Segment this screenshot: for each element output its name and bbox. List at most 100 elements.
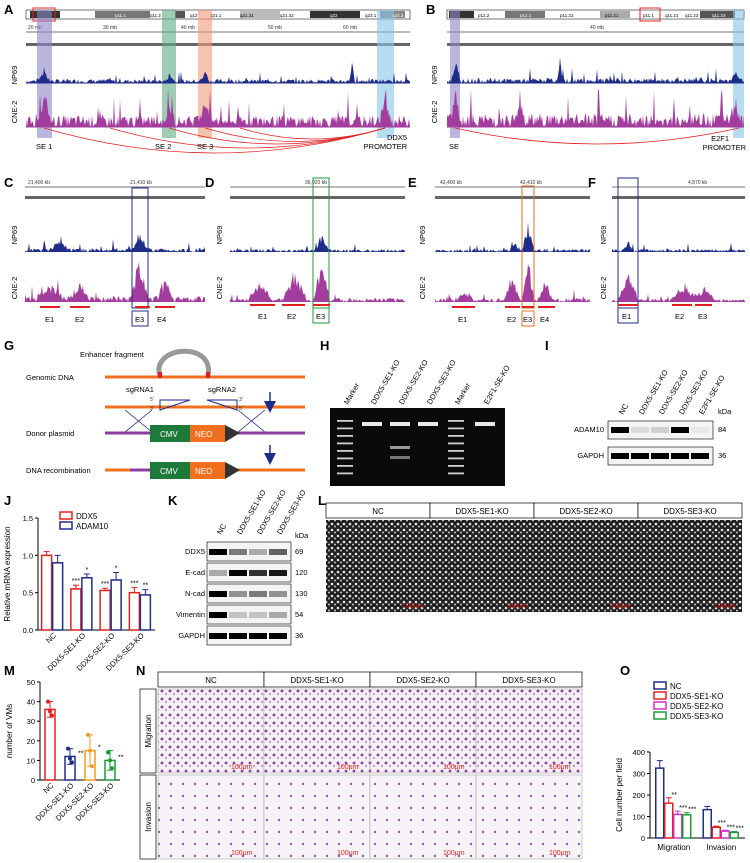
svg-text:p12.2: p12.2 — [478, 13, 490, 18]
blot-band — [229, 591, 247, 597]
data-point — [68, 756, 72, 761]
image-row-cell — [139, 688, 157, 774]
panel-l: L NC 100μm DDX5-SE1-KO 100μm DDX5-SE2-KO 100μ… — [318, 493, 743, 612]
region-label-se3: SE 3 — [197, 142, 213, 151]
svg-text:42,410 kb: 42,410 kb — [520, 180, 542, 186]
blot-lane-label: NC — [617, 402, 631, 416]
image-header-label: DDX5-SE3-KO — [663, 507, 716, 516]
agarose-gel — [330, 408, 505, 486]
gel-band — [362, 422, 382, 426]
svg-text:E2: E2 — [507, 315, 516, 324]
significance-mark: * — [86, 567, 89, 574]
scale-bar-label: 100μm — [337, 850, 359, 857]
svg-text:E1: E1 — [45, 315, 54, 324]
track-label-cne2-b: CNE-2 — [430, 101, 439, 124]
transwell-image — [263, 774, 371, 860]
image-header-label: DDX5-SE1-KO — [290, 676, 343, 685]
panel-f: F 4,870 kb NP69 CNE-2 E1 E2 E3 — [588, 175, 745, 324]
region-label-se-b: SE — [449, 142, 459, 151]
track-np69-signal-d — [230, 235, 405, 252]
svg-text:E1: E1 — [622, 312, 631, 321]
legend-label: DDX5 — [76, 512, 98, 521]
x-tick-label: Invasion — [706, 843, 736, 852]
label-sgrna1: sgRNA1 — [126, 385, 154, 394]
svg-text:5': 5' — [150, 397, 154, 403]
track-label-np69-b: NP69 — [430, 66, 439, 85]
panel-j: J 0.0 0.5 1.0 1.5 Relative mRNA expression NC… — [3, 493, 155, 673]
legend-swatch — [59, 511, 73, 520]
scale-bar-label: 100μm — [443, 764, 465, 771]
significance-mark: *** — [727, 824, 735, 831]
image-row-label: Invasion — [144, 802, 153, 832]
panel-a: A p11.2 p11.1 q11.2 q12 q21.1 q21.31 q21… — [4, 2, 411, 154]
panel-label-h: H — [320, 338, 329, 353]
bar — [128, 591, 141, 631]
blot-band — [249, 591, 267, 597]
image-header-label: DDX5-SE3-KO — [502, 676, 555, 685]
image-header-label: DDX5-SE1-KO — [455, 507, 508, 516]
data-point — [50, 713, 54, 718]
image-header-label: DDX5-SE2-KO — [396, 676, 449, 685]
svg-text:36,920 kb: 36,920 kb — [305, 180, 327, 186]
gel-bands — [337, 420, 495, 475]
transwell-image — [369, 774, 477, 860]
legend-label: ADAM10 — [76, 522, 109, 531]
marker-band — [448, 457, 464, 460]
bar — [51, 562, 64, 631]
panel-label-l: L — [318, 493, 326, 508]
image-row-label: Migration — [144, 715, 153, 748]
legend-label: DDX5-SE2-KO — [670, 702, 723, 711]
image-header-cell — [637, 502, 743, 519]
significance-mark: ** — [118, 754, 124, 761]
panel-i: I NC DDX5-SE1-KODDX5-SE2-KODDX5-SE3-KOE2F… — [545, 338, 732, 466]
promoter-label-e2f1-2: PROMOTER — [703, 143, 747, 152]
blot-row-kda: 130 — [295, 589, 308, 598]
svg-text:20 mb: 20 mb — [28, 25, 42, 31]
bar — [655, 767, 665, 839]
svg-text:q11.2: q11.2 — [150, 13, 161, 18]
scale-bar-label: 100μm — [231, 764, 253, 771]
region-label-se1: SE 1 — [36, 142, 52, 151]
vm-image-grid: NC 100μm DDX5-SE1-KO 100μm DDX5-SE2-KO 100μm D… — [325, 502, 743, 612]
vm-image — [534, 520, 638, 612]
data-point — [88, 748, 92, 753]
vm-image — [638, 520, 742, 612]
svg-text:q21.31: q21.31 — [240, 13, 254, 18]
scale-bar-label: 100μm — [610, 603, 632, 610]
significance-mark: *** — [72, 578, 80, 585]
cut-end-right — [206, 399, 238, 411]
svg-text:5': 5' — [239, 406, 243, 412]
x-tick-label: NC — [41, 781, 55, 795]
blot-band — [651, 427, 669, 433]
panel-d: D 36,920 kb NP69 CNE-2 E1 E2 E3 — [205, 175, 405, 324]
significance-mark: ** — [143, 583, 149, 590]
element-labels-c: E1 E2 E3 E4 — [45, 315, 166, 324]
track-cne2-signal-f — [612, 274, 745, 302]
transwell-image — [369, 688, 477, 774]
marker-band — [448, 472, 464, 475]
svg-text:NP69: NP69 — [599, 226, 608, 245]
y-tick-label: 40 — [27, 698, 35, 707]
enhancer-loop — [156, 348, 211, 377]
svg-text:NP69: NP69 — [215, 226, 224, 245]
ideogram-bands-b: p12.2 p12.1 p11.23 p11.21 p11.1 q11.21 q… — [478, 13, 726, 18]
svg-text:q11.21: q11.21 — [665, 13, 679, 18]
image-header-label: DDX5-SE2-KO — [559, 507, 612, 516]
panel-h: H Marker DDX5-SE1-KODDX5-SE2-KODDX5-SE3-K… — [320, 338, 512, 486]
bar — [44, 708, 56, 781]
blot-band — [269, 612, 287, 618]
vm-image — [430, 520, 534, 612]
blot-band — [631, 427, 649, 433]
panel-label-o: O — [620, 663, 630, 678]
svg-text:E2: E2 — [287, 312, 296, 321]
blot-strip — [607, 420, 714, 440]
transwell-image-grid: NC DDX5-SE1-KO DDX5-SE2-KO DDX5-SE3-KO Migra… — [139, 671, 583, 860]
blot-band — [229, 633, 247, 639]
blot-band — [209, 633, 227, 639]
marker-band — [337, 450, 353, 452]
blot-rows-k: DDX5 69 E-cad 120 N-cad 130 Vimentin 54 GAPDH 36 — [176, 541, 308, 646]
marker-band — [337, 420, 353, 422]
svg-text:E3: E3 — [523, 315, 532, 324]
svg-text:NEO: NEO — [195, 430, 212, 439]
